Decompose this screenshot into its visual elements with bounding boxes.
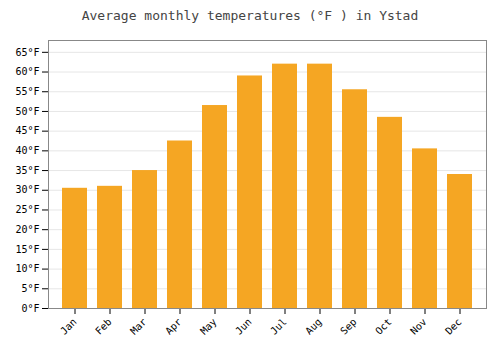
svg-text:Jul: Jul	[268, 316, 289, 337]
svg-text:Aug: Aug	[303, 316, 324, 337]
svg-text:Nov: Nov	[408, 316, 429, 337]
svg-text:5°F: 5°F	[21, 283, 39, 294]
svg-text:30°F: 30°F	[15, 184, 39, 195]
svg-text:55°F: 55°F	[15, 86, 39, 97]
svg-text:May: May	[198, 316, 219, 337]
svg-text:Mar: Mar	[128, 316, 149, 337]
svg-text:20°F: 20°F	[15, 224, 39, 235]
svg-text:0°F: 0°F	[21, 303, 39, 314]
svg-text:Dec: Dec	[443, 316, 464, 337]
svg-text:Sep: Sep	[338, 316, 359, 337]
svg-text:65°F: 65°F	[15, 47, 39, 58]
svg-text:Jan: Jan	[58, 316, 79, 337]
svg-text:Oct: Oct	[373, 316, 394, 337]
svg-text:Feb: Feb	[93, 316, 114, 337]
svg-text:45°F: 45°F	[15, 125, 39, 136]
svg-text:Apr: Apr	[163, 316, 184, 337]
svg-text:60°F: 60°F	[15, 66, 39, 77]
svg-text:35°F: 35°F	[15, 165, 39, 176]
svg-text:10°F: 10°F	[15, 263, 39, 274]
svg-text:15°F: 15°F	[15, 244, 39, 255]
svg-text:25°F: 25°F	[15, 204, 39, 215]
svg-text:50°F: 50°F	[15, 106, 39, 117]
svg-text:Jun: Jun	[233, 316, 254, 337]
html-text:Average monthly temperatures (: Average monthly temperatures (°F ) in Ys…	[81, 8, 419, 23]
svg-text:40°F: 40°F	[15, 145, 39, 156]
